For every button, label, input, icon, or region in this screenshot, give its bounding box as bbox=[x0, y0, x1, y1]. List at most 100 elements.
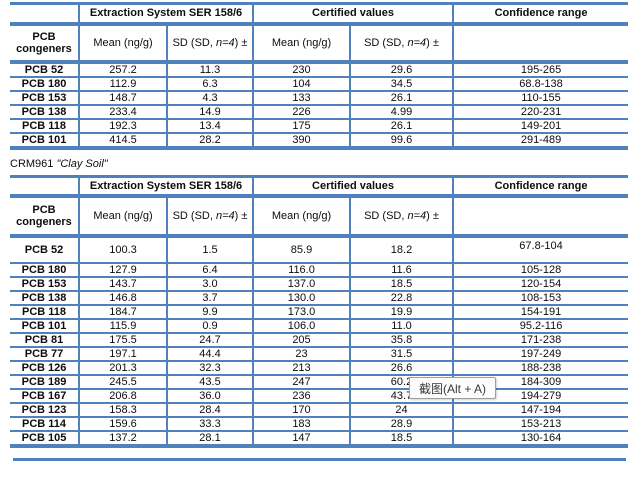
data-cell: 11.3 bbox=[166, 61, 253, 78]
row-label: PCB 180 bbox=[10, 263, 79, 278]
data-cell: 153-213 bbox=[452, 417, 629, 432]
data-cell: 147 bbox=[252, 431, 350, 448]
data-cell: 206.8 bbox=[78, 389, 167, 404]
column-subheader: PCB congeners bbox=[10, 23, 79, 64]
section-label-title: "Clay Soil" bbox=[53, 157, 108, 170]
table-row: PCB 77 197.1 44.4 23 31.5 197-249 bbox=[10, 347, 629, 362]
column-subheader: PCB congeners bbox=[10, 196, 79, 238]
data-cell: 33.3 bbox=[166, 417, 253, 432]
screenshot-tooltip: 截图(Alt + A) bbox=[409, 377, 497, 399]
data-cell: 201.3 bbox=[78, 361, 167, 376]
column-subheader: Mean (ng/g) bbox=[78, 196, 167, 238]
data-cell: 130.0 bbox=[252, 291, 350, 306]
data-cell: 170 bbox=[252, 403, 350, 418]
table-body: PCB 52 100.3 1.5 85.9 18.2 67.8-104 PCB 180 127… bbox=[10, 236, 629, 448]
data-cell: 13.4 bbox=[166, 118, 253, 134]
row-label: PCB 153 bbox=[10, 90, 79, 106]
data-cell: 106.0 bbox=[252, 319, 350, 334]
column-subheader: Mean (ng/g) bbox=[78, 23, 167, 64]
data-cell: 183 bbox=[252, 417, 350, 432]
section-label: CRM961 "Clay Soil" bbox=[10, 158, 628, 170]
data-cell: 67.8-104 bbox=[452, 236, 629, 264]
data-cell: 127.9 bbox=[78, 263, 167, 278]
data-cell: 195-265 bbox=[452, 61, 629, 78]
data-cell: 247 bbox=[252, 375, 350, 390]
data-cell: 28.4 bbox=[166, 403, 253, 418]
data-cell: 175 bbox=[252, 118, 350, 134]
data-cell: 31.5 bbox=[348, 347, 454, 362]
table-body: PCB 52 257.2 11.3 230 29.6 195-265 PCB 180 112.… bbox=[10, 61, 629, 150]
data-cell: 205 bbox=[252, 333, 350, 348]
document-page: Extraction System SER 158/6 Certified val… bbox=[10, 2, 629, 461]
data-cell: 36.0 bbox=[166, 389, 253, 404]
column-subheader bbox=[452, 196, 629, 238]
data-cell: 184.7 bbox=[78, 305, 167, 320]
data-cell: 28.1 bbox=[166, 431, 253, 448]
data-cell: 28.2 bbox=[166, 132, 253, 150]
data-cell: 137.0 bbox=[252, 277, 350, 292]
table-row: PCB 123 158.3 28.4 170 24 147-194 bbox=[10, 403, 629, 418]
column-group-row: Extraction System SER 158/6 Certified val… bbox=[10, 3, 629, 26]
table-row: PCB 180 127.9 6.4 116.0 11.6 105-128 bbox=[10, 263, 629, 278]
data-cell: 34.5 bbox=[348, 76, 454, 92]
row-label: PCB 138 bbox=[10, 291, 79, 306]
data-cell: 24 bbox=[348, 403, 454, 418]
data-cell: 171-238 bbox=[452, 333, 629, 348]
data-cell: 158.3 bbox=[78, 403, 167, 418]
data-cell: 19.9 bbox=[348, 305, 454, 320]
column-subheader: Mean (ng/g) bbox=[252, 196, 350, 238]
data-cell: 105-128 bbox=[452, 263, 629, 278]
results-table-top: Extraction System SER 158/6 Certified val… bbox=[10, 2, 629, 150]
column-group-header bbox=[10, 3, 79, 26]
data-cell: 149-201 bbox=[452, 118, 629, 134]
row-label: PCB 52 bbox=[10, 236, 79, 264]
table-row: PCB 167 206.8 36.0 236 43.7 194-279 bbox=[10, 389, 629, 404]
data-cell: 154-191 bbox=[452, 305, 629, 320]
data-cell: 9.9 bbox=[166, 305, 253, 320]
row-label: PCB 118 bbox=[10, 305, 79, 320]
table-row: PCB 52 257.2 11.3 230 29.6 195-265 bbox=[10, 61, 629, 78]
table-row: PCB 138 146.8 3.7 130.0 22.8 108-153 bbox=[10, 291, 629, 306]
data-cell: 18.5 bbox=[348, 431, 454, 448]
data-cell: 0.9 bbox=[166, 319, 253, 334]
data-cell: 143.7 bbox=[78, 277, 167, 292]
column-group-header: Certified values bbox=[251, 3, 454, 26]
data-cell: 6.3 bbox=[166, 76, 253, 92]
data-cell: 116.0 bbox=[252, 263, 350, 278]
column-group-header: Confidence range bbox=[452, 176, 629, 198]
table-row: PCB 105 137.2 28.1 147 18.5 130-164 bbox=[10, 431, 629, 448]
data-cell: 197-249 bbox=[452, 347, 629, 362]
screenshot-tooltip-label: 截图(Alt + A) bbox=[419, 381, 487, 396]
data-cell: 390 bbox=[252, 132, 350, 150]
table-row: PCB 118 184.7 9.9 173.0 19.9 154-191 bbox=[10, 305, 629, 320]
table-row: PCB 180 112.9 6.3 104 34.5 68.8-138 bbox=[10, 76, 629, 92]
row-label: PCB 52 bbox=[10, 61, 79, 78]
row-label: PCB 126 bbox=[10, 361, 79, 376]
data-cell: 414.5 bbox=[78, 132, 167, 150]
table-row: PCB 138 233.4 14.9 226 4.99 220-231 bbox=[10, 104, 629, 120]
data-cell: 233.4 bbox=[78, 104, 167, 120]
data-cell: 11.0 bbox=[348, 319, 454, 334]
data-cell: 11.6 bbox=[348, 263, 454, 278]
data-cell: 4.3 bbox=[166, 90, 253, 106]
data-cell: 147-194 bbox=[452, 403, 629, 418]
data-cell: 14.9 bbox=[166, 104, 253, 120]
data-cell: 291-489 bbox=[452, 132, 629, 150]
data-cell: 213 bbox=[252, 361, 350, 376]
row-label: PCB 167 bbox=[10, 389, 79, 404]
data-cell: 18.5 bbox=[348, 277, 454, 292]
table-row: PCB 189 245.5 43.5 247 60.2 184-309 bbox=[10, 375, 629, 390]
data-cell: 110-155 bbox=[452, 90, 629, 106]
data-cell: 28.9 bbox=[348, 417, 454, 432]
data-cell: 230 bbox=[252, 61, 350, 78]
row-label: PCB 153 bbox=[10, 277, 79, 292]
row-label: PCB 138 bbox=[10, 104, 79, 120]
column-group-header: Extraction System SER 158/6 bbox=[78, 176, 253, 198]
section-label-prefix: CRM961 bbox=[10, 157, 54, 170]
data-cell: 3.7 bbox=[166, 291, 253, 306]
row-label: PCB 101 bbox=[10, 319, 79, 334]
row-label: PCB 114 bbox=[10, 417, 79, 432]
data-cell: 22.8 bbox=[348, 291, 454, 306]
column-group-header: Extraction System SER 158/6 bbox=[78, 3, 253, 26]
results-table-clay-soil: Extraction System SER 158/6 Certified val… bbox=[10, 174, 629, 448]
